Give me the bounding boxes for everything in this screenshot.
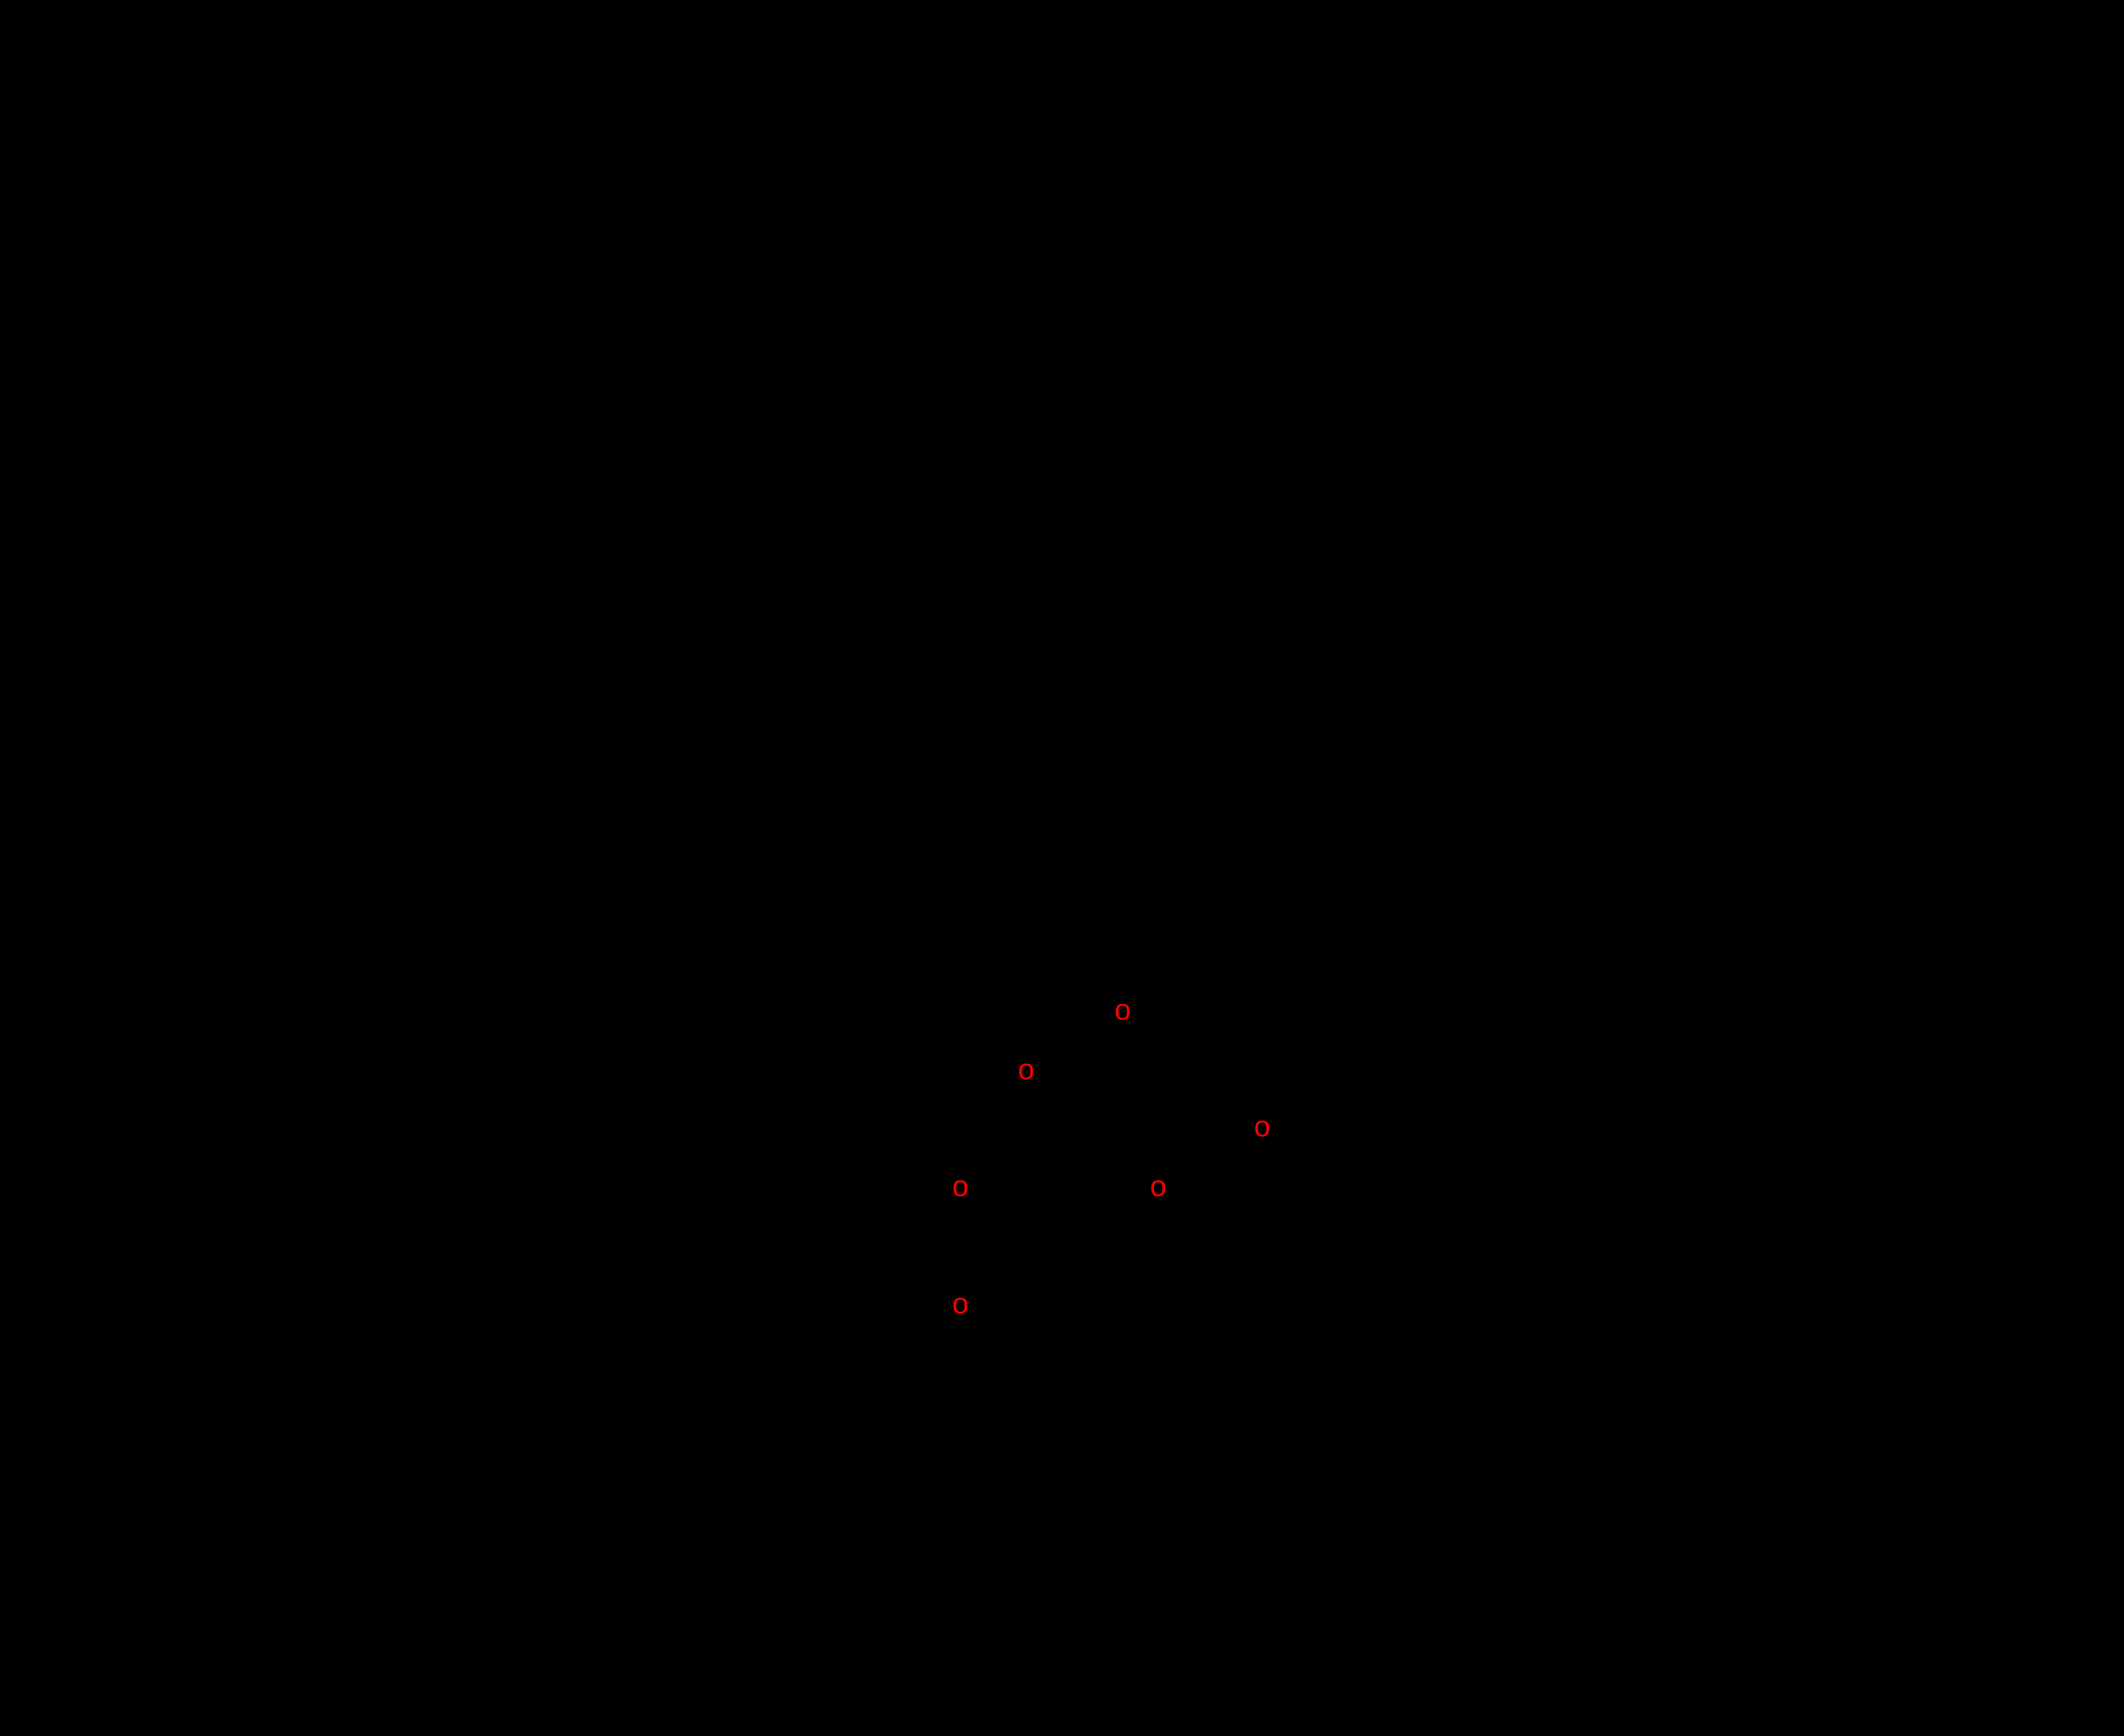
scatter-point-3: o (952, 1172, 968, 1201)
scatter-point-5: o (952, 1289, 968, 1319)
scatter-point-4: o (1150, 1172, 1166, 1201)
scatter-point-2: o (1254, 1112, 1270, 1142)
scatter-plot: o o o o o o (0, 0, 2124, 1736)
scatter-point-0: o (1115, 995, 1131, 1025)
scatter-point-1: o (1018, 1055, 1034, 1085)
